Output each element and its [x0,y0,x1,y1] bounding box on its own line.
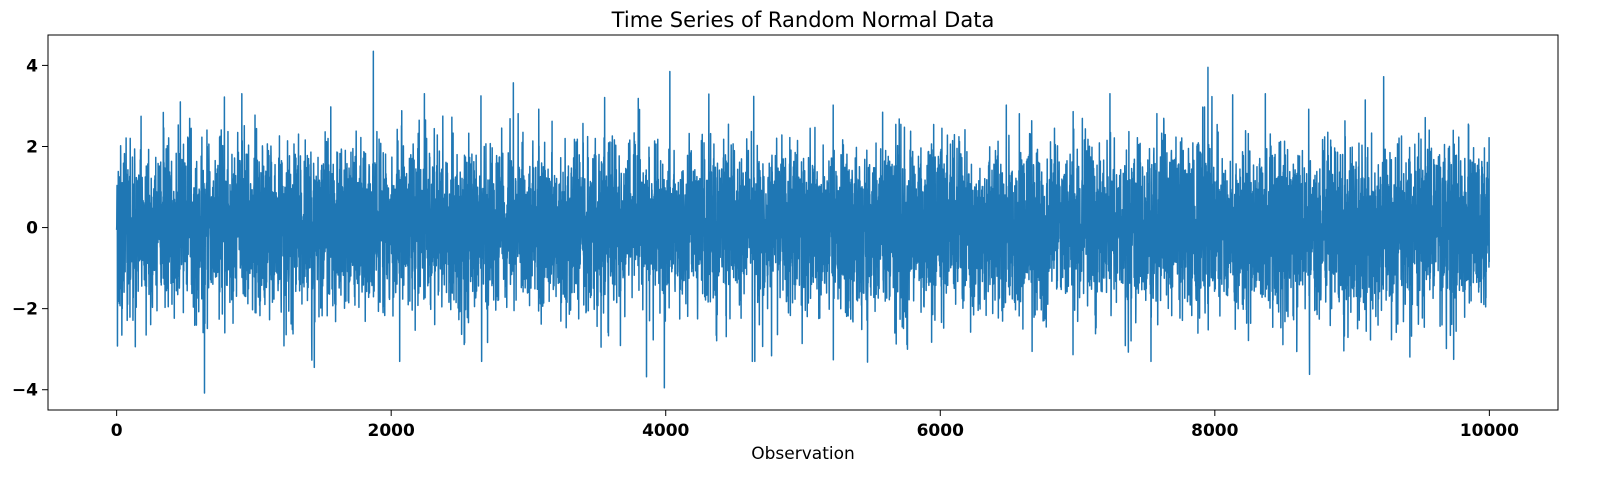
x-axis-label: Observation [751,444,855,464]
axes-frame [47,34,1559,411]
y-tick-label: 0 [26,219,38,239]
y-axis: 4 2 0 −2 −4 [12,56,48,401]
plot-area [115,50,1490,394]
x-axis: 0 2000 4000 6000 8000 10000 [111,410,1519,441]
series-line [115,50,1490,394]
y-tick-label: −4 [12,381,38,401]
x-tick-label: 10000 [1460,421,1519,441]
x-tick-label: 8000 [1191,421,1238,441]
y-tick-label: 2 [26,137,38,157]
y-tick-label: −2 [12,300,38,320]
y-tick-label: 4 [26,56,38,76]
x-tick-label: 0 [111,421,123,441]
chart-title: Time Series of Random Normal Data [611,8,995,32]
x-tick-label: 2000 [368,421,415,441]
x-tick-label: 4000 [642,421,689,441]
x-tick-label: 6000 [917,421,964,441]
